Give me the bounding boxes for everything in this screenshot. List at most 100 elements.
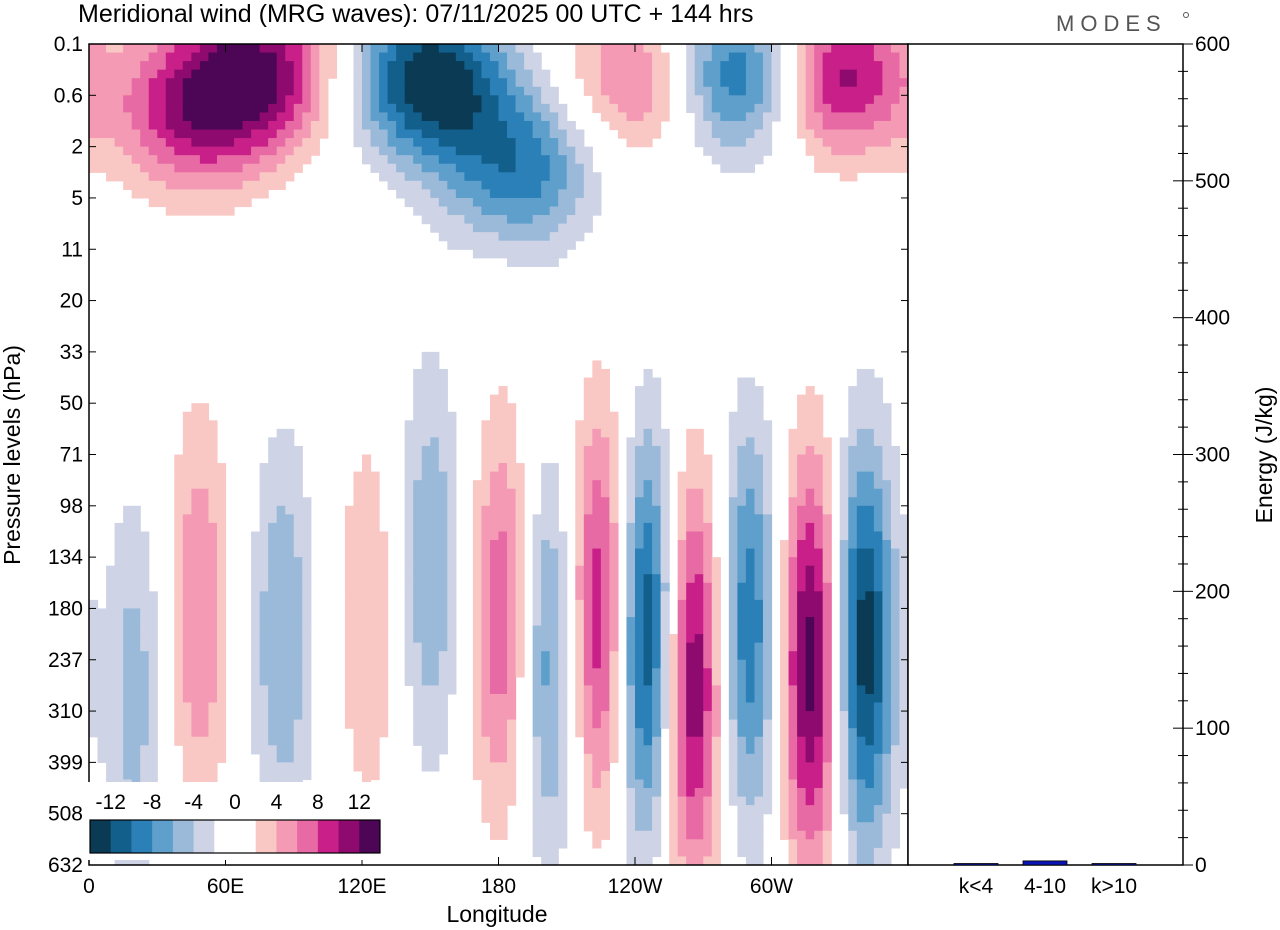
heatmap-cell <box>583 377 593 387</box>
heatmap-cell <box>489 180 500 190</box>
heatmap-cell <box>745 403 756 413</box>
heatmap-cell <box>148 189 158 199</box>
heatmap-cell <box>549 651 559 661</box>
heatmap-cell <box>737 788 747 798</box>
heatmap-cell <box>839 120 849 131</box>
heatmap-cell <box>362 668 372 678</box>
heatmap-cell <box>865 762 875 772</box>
heatmap-cell <box>694 634 704 644</box>
y-tick-label: 632 <box>48 854 83 877</box>
heatmap-cell <box>626 531 636 541</box>
heatmap-cell <box>182 454 192 464</box>
heatmap-cell <box>677 762 687 772</box>
heatmap-cell <box>174 189 184 199</box>
heatmap-cell <box>652 762 662 772</box>
heatmap-cell <box>762 779 773 789</box>
heatmap-cell <box>302 728 312 738</box>
heatmap-cell <box>404 95 414 105</box>
heatmap-cell <box>865 659 875 669</box>
heatmap-cell <box>413 642 423 652</box>
heatmap-cell <box>106 719 116 729</box>
heatmap-cell <box>660 480 670 490</box>
heatmap-cell <box>865 642 875 652</box>
heatmap-cell <box>609 642 619 652</box>
heatmap-cell <box>447 44 457 54</box>
heatmap-cell <box>848 52 858 62</box>
heatmap-cell <box>728 779 738 789</box>
heatmap-cell <box>899 582 908 592</box>
heatmap-cell <box>97 103 107 114</box>
heatmap-cell <box>216 634 227 644</box>
heatmap-cell <box>285 728 295 738</box>
heatmap-cell <box>489 206 500 216</box>
heatmap-cell <box>711 599 721 610</box>
heatmap-cell <box>541 488 551 498</box>
heatmap-cell <box>686 856 696 865</box>
heatmap-cell <box>489 659 500 669</box>
heatmap-cell <box>515 44 525 54</box>
heatmap-cell <box>370 480 380 490</box>
heatmap-cell <box>489 540 500 550</box>
heatmap-cell <box>890 574 901 584</box>
heatmap-cell <box>362 719 372 729</box>
heatmap-cell <box>797 642 807 652</box>
heatmap-cell <box>293 112 303 122</box>
heatmap-cell <box>413 685 423 695</box>
heatmap-cell <box>293 471 303 481</box>
heatmap-cell <box>251 668 261 678</box>
heatmap-cell <box>182 540 192 550</box>
heatmap-cell <box>489 693 500 704</box>
heatmap-cell <box>754 642 764 652</box>
heatmap-cell <box>293 616 303 627</box>
heatmap-cell <box>208 651 218 661</box>
heatmap-cell <box>592 839 602 849</box>
heatmap-cell <box>660 565 670 575</box>
heatmap-cell <box>541 180 551 190</box>
colorbar-label: 0 <box>229 791 241 814</box>
heatmap-cell <box>797 86 807 96</box>
heatmap-cell <box>592 197 602 208</box>
heatmap-cell <box>370 659 380 669</box>
heatmap-cell <box>797 805 807 815</box>
heatmap-cell <box>472 548 483 558</box>
heatmap-cell <box>728 497 738 507</box>
heatmap-cell <box>191 762 201 772</box>
heatmap-cell <box>873 685 884 695</box>
heatmap-cell <box>199 608 210 618</box>
heatmap-cell <box>353 634 363 644</box>
heatmap-cell <box>635 599 645 610</box>
heatmap-cell <box>660 531 670 541</box>
heatmap-cell <box>669 753 679 763</box>
heatmap-cell <box>754 471 764 481</box>
heatmap-cell <box>549 531 559 541</box>
heatmap-cell <box>848 668 858 678</box>
heatmap-cell <box>848 78 858 88</box>
heatmap-cell <box>268 445 278 456</box>
heatmap-cell <box>737 625 747 635</box>
heatmap-cell <box>686 813 696 823</box>
heatmap-cell <box>293 651 303 661</box>
heatmap-cell <box>353 762 363 772</box>
heatmap-cell <box>694 608 704 618</box>
heatmap-cell <box>805 514 815 524</box>
heatmap-cell <box>515 189 525 199</box>
heatmap-cell <box>532 634 542 644</box>
heatmap-cell <box>242 103 252 114</box>
heatmap-cell <box>720 69 730 79</box>
heatmap-cell <box>438 95 448 105</box>
heatmap-cell <box>131 668 141 678</box>
heatmap-cell <box>771 86 781 96</box>
heatmap-cell <box>148 172 158 182</box>
heatmap-cell <box>131 728 141 738</box>
heatmap-cell <box>856 565 866 575</box>
heatmap-cell <box>882 753 892 763</box>
heatmap-cell <box>421 112 431 122</box>
heatmap-cell <box>131 505 141 515</box>
heatmap-cell <box>728 163 738 173</box>
heatmap-cell <box>413 599 423 610</box>
heatmap-cell <box>882 728 892 738</box>
heatmap-cell <box>762 514 773 524</box>
heatmap-cell <box>805 753 815 763</box>
heatmap-cell <box>344 625 355 635</box>
heatmap-cell <box>370 582 380 592</box>
